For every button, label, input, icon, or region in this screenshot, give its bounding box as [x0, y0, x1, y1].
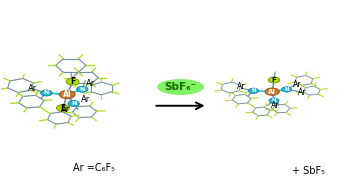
- Text: N: N: [284, 87, 289, 92]
- Text: Ar: Ar: [86, 80, 96, 88]
- Text: Ar: Ar: [297, 88, 306, 97]
- Text: E: E: [60, 104, 66, 112]
- Text: Ar: Ar: [81, 95, 91, 104]
- Text: + SbF₅: + SbF₅: [292, 167, 325, 176]
- Circle shape: [59, 90, 75, 99]
- Text: Ar: Ar: [271, 101, 279, 110]
- Ellipse shape: [157, 79, 204, 95]
- Circle shape: [282, 87, 292, 92]
- Text: N: N: [44, 91, 49, 95]
- Circle shape: [269, 98, 279, 103]
- Text: Al: Al: [268, 89, 276, 95]
- Text: Ar: Ar: [238, 82, 246, 91]
- Text: N: N: [251, 88, 256, 93]
- Text: N: N: [272, 98, 276, 103]
- Text: Al: Al: [63, 90, 71, 99]
- Text: Ar: Ar: [293, 80, 302, 89]
- Circle shape: [68, 101, 79, 107]
- Text: SbF₆⁻: SbF₆⁻: [165, 82, 196, 92]
- Circle shape: [66, 78, 79, 85]
- Circle shape: [77, 86, 88, 92]
- Circle shape: [56, 105, 69, 111]
- Text: Ar: Ar: [61, 105, 70, 114]
- Text: N: N: [71, 101, 77, 106]
- Text: Ar: Ar: [29, 84, 38, 93]
- Text: F: F: [70, 77, 75, 86]
- Circle shape: [268, 77, 280, 83]
- Text: N: N: [80, 87, 85, 92]
- Circle shape: [248, 88, 258, 93]
- Text: Ar =C₆F₅: Ar =C₆F₅: [73, 163, 115, 173]
- Circle shape: [265, 88, 279, 95]
- Circle shape: [40, 90, 52, 96]
- Text: F: F: [271, 77, 277, 83]
